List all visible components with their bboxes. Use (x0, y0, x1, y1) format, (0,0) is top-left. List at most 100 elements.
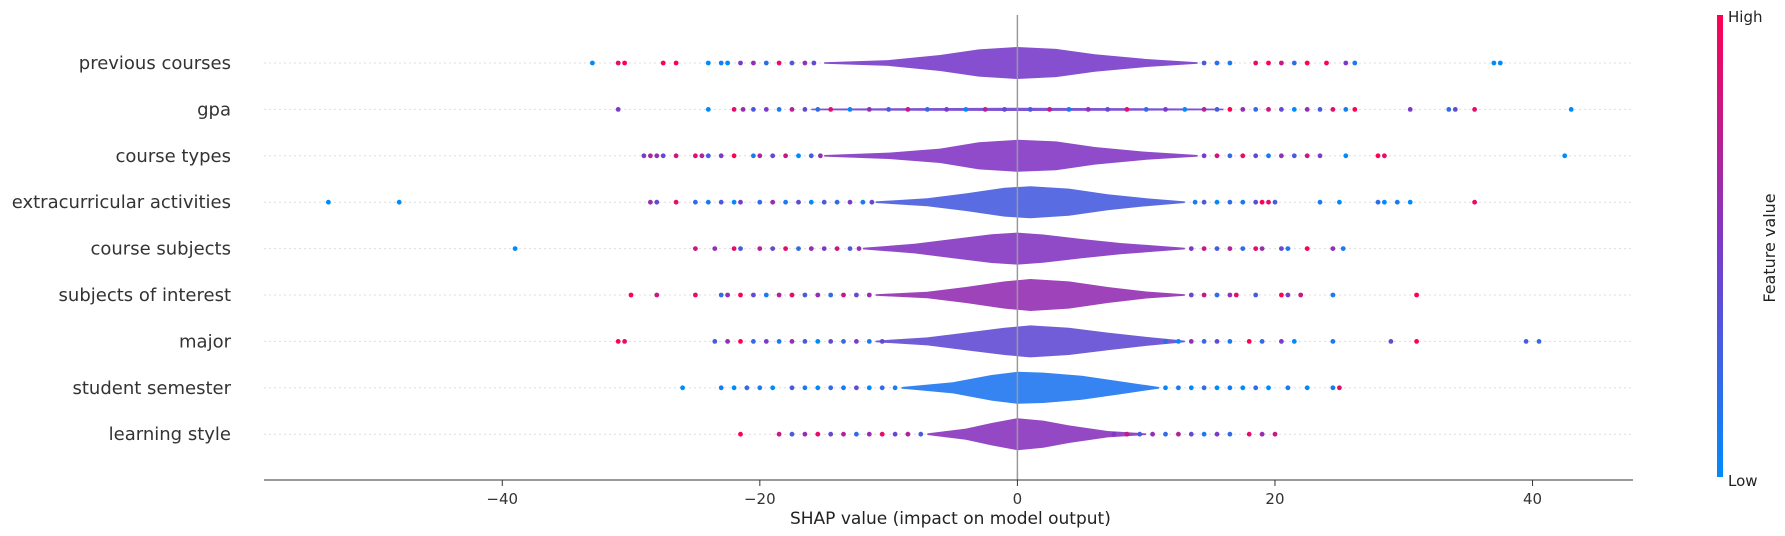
feature-label: course subjects (90, 239, 231, 260)
shap-point (725, 339, 730, 344)
shap-point (828, 107, 834, 112)
shap-point (1227, 107, 1233, 112)
shap-point (841, 339, 846, 344)
shap-point (1497, 60, 1503, 66)
shap-point (834, 246, 840, 252)
shap-point (841, 292, 846, 298)
x-axis-title: SHAP value (impact on model output) (790, 509, 1111, 529)
colorbar-gradient (1717, 15, 1723, 477)
shap-point (1324, 60, 1329, 66)
shap-point (1227, 431, 1233, 437)
shap-point (1279, 339, 1284, 344)
shap-point (705, 153, 711, 159)
shap-point (641, 153, 647, 159)
shap-point (789, 339, 795, 344)
shap-point (396, 199, 402, 205)
shap-point (802, 107, 808, 112)
shap-point (854, 385, 859, 391)
shap-point (705, 107, 711, 112)
x-tick-label: −40 (486, 490, 518, 508)
shap-point (1176, 339, 1181, 344)
shap-point (1343, 60, 1349, 66)
shap-point (699, 153, 705, 159)
shap-point (1201, 339, 1207, 344)
shap-point (615, 107, 621, 112)
shap-point (763, 292, 769, 298)
shap-point (615, 339, 621, 344)
shap-point (905, 431, 911, 437)
shap-point (1188, 431, 1194, 437)
shap-point (763, 107, 769, 112)
shap-point (776, 107, 782, 112)
shap-point (808, 246, 814, 252)
shap-point (1337, 385, 1342, 391)
feature-label-layer: previous courses gpa course types extracurr… (12, 53, 232, 445)
shap-point (1214, 60, 1220, 66)
x-tick-layer: −40 −20 0 20 40 (486, 480, 1542, 508)
shap-point (1304, 107, 1310, 112)
shap-point (783, 153, 788, 159)
shap-point (1259, 339, 1265, 344)
shap-point (802, 431, 808, 437)
shap-point (1266, 107, 1271, 112)
shap-point (757, 246, 763, 252)
shap-point (802, 60, 808, 66)
shap-point (1568, 107, 1574, 112)
shap-point (789, 431, 795, 437)
shap-point (802, 292, 808, 298)
shap-point (828, 339, 834, 344)
shap-point (789, 385, 795, 391)
shap-point (802, 339, 808, 344)
feature-label: student semester (72, 378, 231, 399)
shap-point (1246, 431, 1252, 437)
shap-point (1163, 385, 1168, 391)
shap-point (725, 292, 730, 298)
shap-point (1214, 339, 1220, 344)
colorbar: High Low Feature value (1717, 8, 1779, 490)
shap-point (1279, 60, 1284, 66)
shap-point (1124, 431, 1130, 437)
shap-point (660, 153, 666, 159)
shap-point (1188, 339, 1194, 344)
shap-point (1150, 431, 1155, 437)
shap-point (847, 107, 853, 112)
shap-point (866, 292, 872, 298)
shap-point (1285, 246, 1291, 252)
shap-point (660, 60, 666, 66)
shap-point (924, 107, 930, 112)
shap-point (712, 339, 718, 344)
feature-label: course types (116, 146, 231, 167)
x-tick-label: 0 (1013, 490, 1023, 508)
shap-point (1452, 107, 1458, 112)
grid-layer (264, 62, 1633, 435)
shap-point (757, 153, 763, 159)
shap-point (905, 107, 911, 112)
shap-point (1259, 199, 1265, 205)
shap-point (918, 431, 924, 437)
shap-point (1214, 385, 1220, 391)
shap-point (628, 292, 634, 298)
shap-point (963, 107, 969, 112)
shap-point (1523, 339, 1529, 344)
shap-point (1407, 199, 1413, 205)
shap-point (866, 339, 872, 344)
shap-point (1201, 431, 1207, 437)
shap-point (1337, 199, 1342, 205)
shap-point (1330, 292, 1336, 298)
shap-point (1272, 199, 1278, 205)
shap-point (1298, 292, 1304, 298)
shap-point (693, 153, 698, 159)
shap-point (1163, 107, 1168, 112)
shap-point (622, 60, 627, 66)
shap-point (1233, 292, 1239, 298)
shap-point (841, 385, 846, 391)
shap-point (1201, 60, 1207, 66)
shap-point (1214, 107, 1220, 112)
shap-point (1227, 153, 1233, 159)
shap-point (1279, 153, 1284, 159)
shap-point (738, 431, 743, 437)
shap-point (1227, 385, 1233, 391)
shap-point (738, 339, 743, 344)
